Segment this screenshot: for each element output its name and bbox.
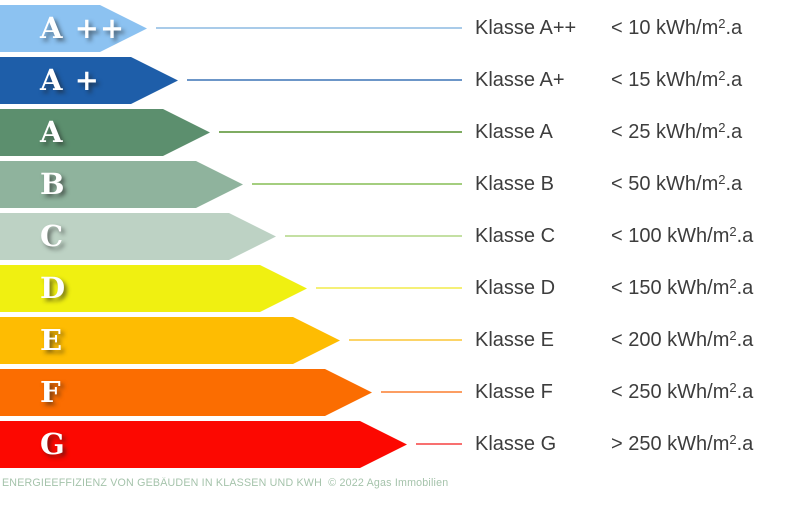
energy-class-row: E Klasse E < 200 kWh/m2.a	[0, 317, 792, 364]
energy-class-row: F Klasse F < 250 kWh/m2.a	[0, 369, 792, 416]
class-label: Klasse C	[475, 225, 556, 247]
energy-class-row: B Klasse B < 50 kWh/m2.a	[0, 161, 792, 208]
energy-class-row: D Klasse D < 150 kWh/m2.a	[0, 265, 792, 312]
energy-class-arrow: G	[0, 421, 407, 468]
leader-line	[416, 443, 462, 445]
energy-class-arrow: A	[0, 109, 210, 156]
energy-class-letter: F	[40, 375, 62, 409]
class-threshold: < 15 kWh/m2.a	[611, 68, 743, 91]
class-threshold: < 150 kWh/m2.a	[611, 276, 754, 299]
leader-line	[381, 391, 462, 393]
energy-class-arrow: D	[0, 265, 307, 312]
class-threshold: < 200 kWh/m2.a	[611, 328, 754, 351]
energy-class-letter: D	[40, 271, 67, 305]
energy-class-row: A + Klasse A+ < 15 kWh/m2.a	[0, 57, 792, 104]
class-label: Klasse E	[475, 329, 554, 351]
energy-class-row: C Klasse C < 100 kWh/m2.a	[0, 213, 792, 260]
leader-line	[316, 287, 462, 289]
energy-class-letter: G	[40, 427, 66, 461]
class-label: Klasse D	[475, 277, 556, 299]
energy-class-arrow: F	[0, 369, 372, 416]
class-label: Klasse A+	[475, 69, 565, 91]
energy-class-row: A ++ Klasse A++ < 10 kWh/m2.a	[0, 5, 792, 52]
class-label: Klasse F	[475, 381, 553, 403]
chart-caption: ENERGIEEFFIZIENZ VON GEBÄUDEN IN KLASSEN…	[2, 477, 449, 489]
class-label: Klasse A++	[475, 17, 577, 39]
energy-class-arrow: B	[0, 161, 243, 208]
class-label: Klasse A	[475, 121, 553, 143]
energy-class-letter: B	[40, 167, 66, 201]
leader-line	[156, 27, 462, 29]
energy-class-letter: C	[40, 219, 65, 253]
class-threshold: < 50 kWh/m2.a	[611, 172, 743, 195]
class-threshold: < 100 kWh/m2.a	[611, 224, 754, 247]
energy-class-arrow: A ++	[0, 5, 147, 52]
energy-class-row: G Klasse G > 250 kWh/m2.a	[0, 421, 792, 468]
energy-class-letter: E	[40, 323, 64, 357]
leader-line	[252, 183, 462, 185]
energy-class-arrow: A +	[0, 57, 178, 104]
class-threshold: > 250 kWh/m2.a	[611, 432, 754, 455]
energy-class-arrow: E	[0, 317, 340, 364]
class-label: Klasse G	[475, 433, 557, 455]
energy-class-arrow: C	[0, 213, 276, 260]
class-threshold: < 250 kWh/m2.a	[611, 380, 754, 403]
leader-line	[285, 235, 462, 237]
energy-class-letter: A +	[40, 63, 100, 97]
energy-class-letter: A ++	[40, 11, 126, 45]
leader-line	[219, 131, 462, 133]
energy-class-row: A Klasse A < 25 kWh/m2.a	[0, 109, 792, 156]
leader-line	[349, 339, 462, 341]
class-label: Klasse B	[475, 173, 554, 195]
class-threshold: < 25 kWh/m2.a	[611, 120, 743, 143]
energy-class-letter: A	[40, 115, 64, 149]
class-threshold: < 10 kWh/m2.a	[611, 16, 743, 39]
leader-line	[187, 79, 462, 81]
energy-class-list: A ++ Klasse A++ < 10 kWh/m2.a A + Klasse A+ <…	[0, 5, 792, 473]
